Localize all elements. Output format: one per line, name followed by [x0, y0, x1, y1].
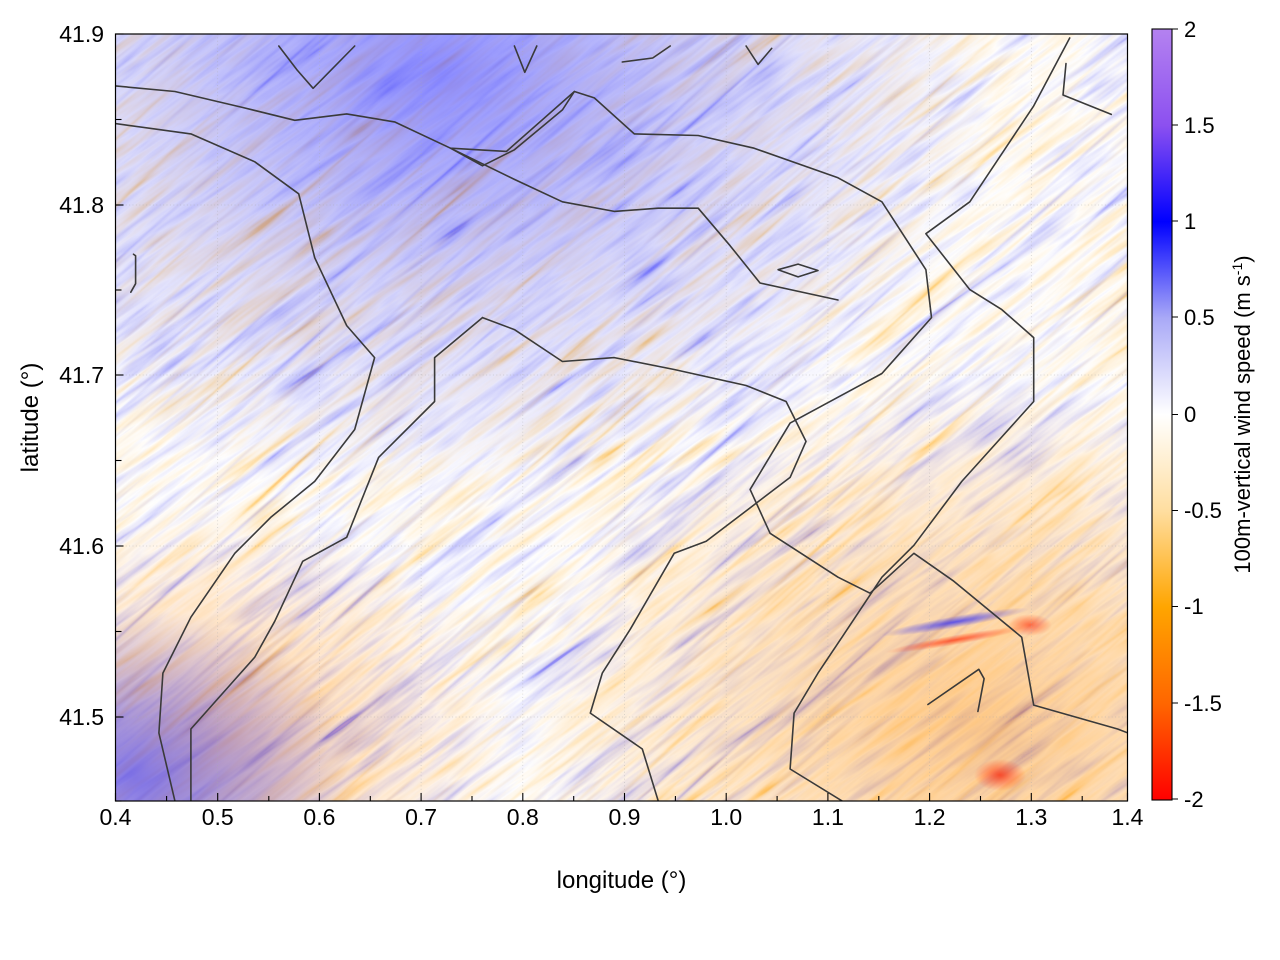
svg-text:100m-vertical wind speed (m s-: 100m-vertical wind speed (m s-1): [1229, 255, 1255, 573]
svg-text:41.5: 41.5: [59, 704, 104, 730]
svg-text:1.3: 1.3: [1015, 804, 1047, 830]
svg-text:2: 2: [1184, 17, 1196, 42]
svg-text:longitude (°): longitude (°): [557, 867, 687, 894]
svg-text:0.9: 0.9: [609, 804, 641, 830]
svg-text:latitude (°): latitude (°): [17, 363, 44, 473]
svg-text:0.8: 0.8: [507, 804, 539, 830]
svg-text:41.7: 41.7: [59, 362, 104, 388]
svg-text:-2: -2: [1184, 787, 1204, 812]
svg-text:41.8: 41.8: [59, 192, 104, 218]
svg-text:0.5: 0.5: [202, 804, 234, 830]
svg-text:41.9: 41.9: [59, 21, 104, 47]
svg-text:1.4: 1.4: [1112, 804, 1144, 830]
svg-text:0.7: 0.7: [405, 804, 437, 830]
svg-text:0.5: 0.5: [1184, 305, 1215, 330]
svg-text:0: 0: [1184, 402, 1196, 427]
svg-text:1.5: 1.5: [1184, 113, 1215, 138]
svg-text:-1: -1: [1184, 594, 1204, 619]
svg-text:1.1: 1.1: [812, 804, 844, 830]
svg-text:1: 1: [1184, 209, 1196, 234]
svg-text:0.4: 0.4: [100, 804, 132, 830]
svg-text:1.2: 1.2: [914, 804, 946, 830]
svg-text:41.6: 41.6: [59, 533, 104, 559]
svg-text:-0.5: -0.5: [1184, 498, 1222, 523]
svg-text:-1.5: -1.5: [1184, 691, 1222, 716]
svg-text:0.6: 0.6: [303, 804, 335, 830]
svg-text:1.0: 1.0: [710, 804, 742, 830]
